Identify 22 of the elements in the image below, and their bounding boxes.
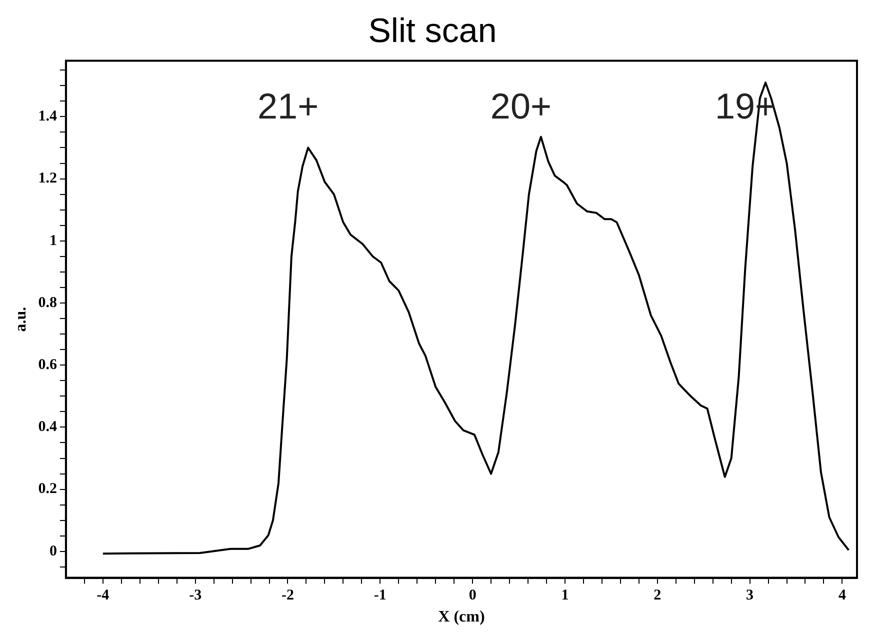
x-tick-label: 4 bbox=[838, 588, 846, 604]
y-tick-label: 0.2 bbox=[38, 481, 57, 498]
x-axis-title: X (cm) bbox=[438, 608, 485, 626]
x-tick-label: 0 bbox=[468, 588, 476, 604]
y-axis-title: a.u. bbox=[12, 306, 30, 332]
y-tick-label: 0 bbox=[49, 543, 57, 560]
y-tick-label: 1.2 bbox=[38, 170, 57, 187]
x-tick-label: -3 bbox=[189, 588, 202, 604]
annotation: 20+ bbox=[490, 86, 552, 127]
x-tick-label: -1 bbox=[374, 588, 386, 604]
y-tick-label: 0.8 bbox=[38, 294, 57, 311]
x-tick-label: 2 bbox=[654, 588, 662, 604]
y-tick-label: 0.4 bbox=[38, 419, 58, 436]
x-tick-label: -4 bbox=[96, 588, 110, 604]
y-tick-label: 0.6 bbox=[38, 356, 58, 373]
annotation: 21+ bbox=[258, 86, 319, 127]
x-tick-label: 3 bbox=[746, 588, 754, 604]
chart-title: Slit scan bbox=[368, 12, 497, 50]
y-tick-label: 1 bbox=[49, 232, 57, 249]
x-tick-label: 1 bbox=[561, 588, 569, 604]
x-tick-label: -2 bbox=[281, 588, 294, 604]
y-tick-label: 1.4 bbox=[38, 108, 58, 125]
